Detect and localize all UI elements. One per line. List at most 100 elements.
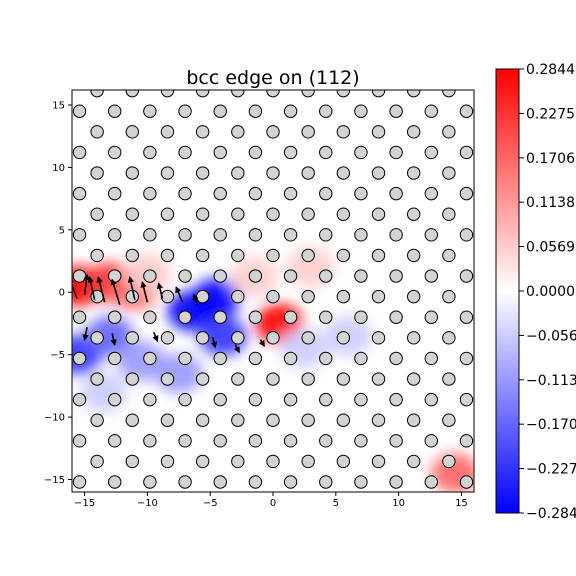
atom: [336, 248, 351, 263]
atom: [283, 351, 298, 366]
atom: [478, 496, 490, 508]
atom: [372, 496, 384, 508]
atom: [213, 269, 227, 283]
y-tick-label: −10: [44, 413, 65, 424]
x-tick-label: 15: [455, 498, 468, 509]
atom: [442, 331, 456, 345]
atom: [160, 248, 175, 263]
atom: [424, 475, 438, 489]
atom: [195, 125, 210, 139]
colorbar-tick-label: −0.1706: [526, 417, 576, 433]
atom: [125, 90, 139, 98]
atom: [371, 289, 386, 304]
displacement-arrow: [110, 333, 117, 346]
atom: [478, 208, 490, 220]
atom: [459, 228, 474, 242]
atom: [195, 372, 210, 386]
atom: [72, 351, 87, 366]
displacement-arrow: [140, 281, 149, 303]
atom: [319, 228, 333, 242]
atom: [266, 90, 280, 98]
atom: [301, 248, 315, 263]
atom: [442, 413, 456, 427]
atom: [354, 475, 368, 489]
atom: [108, 269, 122, 283]
atom: [371, 125, 386, 139]
atom: [195, 207, 210, 221]
atom: [336, 90, 351, 98]
atom: [178, 145, 192, 160]
atom: [407, 248, 421, 263]
atom: [213, 475, 227, 489]
atom: [266, 372, 280, 386]
atom: [213, 228, 227, 242]
displacement-arrow: [110, 278, 121, 305]
atom: [319, 475, 333, 489]
atom: [90, 372, 104, 386]
atom: [478, 126, 490, 138]
colorbar: [495, 68, 520, 514]
atom: [266, 248, 280, 263]
atom: [478, 249, 490, 261]
atom: [407, 90, 421, 98]
atom: [72, 145, 87, 160]
displacement-arrow: [175, 286, 184, 303]
atom: [283, 475, 298, 489]
atom: [213, 434, 227, 448]
colorbar-tick-label: −0.2844: [526, 506, 576, 522]
atom: [459, 186, 474, 201]
atom: [283, 434, 298, 448]
atom: [389, 351, 403, 366]
atom: [354, 351, 368, 366]
atom: [108, 145, 122, 160]
x-tick-label: −15: [74, 498, 95, 509]
atom: [319, 351, 333, 366]
atom: [371, 413, 386, 427]
atom: [266, 207, 280, 221]
atom: [283, 145, 298, 160]
atom: [443, 496, 455, 508]
atom: [125, 331, 140, 345]
atom: [301, 166, 315, 180]
atom: [389, 269, 403, 283]
atom: [478, 414, 490, 426]
atom: [143, 186, 157, 201]
atom: [160, 166, 175, 180]
atom: [178, 475, 192, 489]
atom: [195, 166, 210, 180]
displacement-arrow: [233, 344, 240, 354]
atom: [213, 351, 227, 366]
atom: [178, 269, 192, 283]
atom: [266, 125, 280, 139]
atom: [143, 310, 157, 324]
atom: [143, 269, 157, 283]
atom: [301, 125, 315, 139]
atom: [195, 289, 210, 304]
atom: [248, 269, 263, 283]
atom: [371, 331, 386, 345]
atom: [283, 310, 298, 324]
field-region: [198, 315, 247, 356]
atom: [337, 496, 349, 508]
atom: [424, 434, 438, 448]
atom: [442, 90, 456, 98]
atom: [301, 372, 315, 386]
atom: [354, 145, 368, 160]
atom: [354, 310, 368, 324]
atom: [178, 351, 192, 366]
colorbar-ticks: 0.2844 0.2275 0.1706 0.1138 0.0569 0.0000 −0.0…: [519, 62, 576, 522]
atom: [371, 90, 386, 98]
colorbar-tick-label: −0.1138: [526, 373, 576, 389]
atom: [336, 331, 351, 345]
atom: [125, 372, 140, 386]
atom: [283, 269, 298, 283]
atom: [56, 208, 68, 220]
atom: [213, 310, 227, 324]
atom: [354, 434, 368, 448]
atom: [90, 207, 104, 221]
atom: [231, 207, 245, 221]
atom: [72, 310, 87, 324]
atom: [336, 454, 351, 469]
atom: [478, 373, 490, 385]
